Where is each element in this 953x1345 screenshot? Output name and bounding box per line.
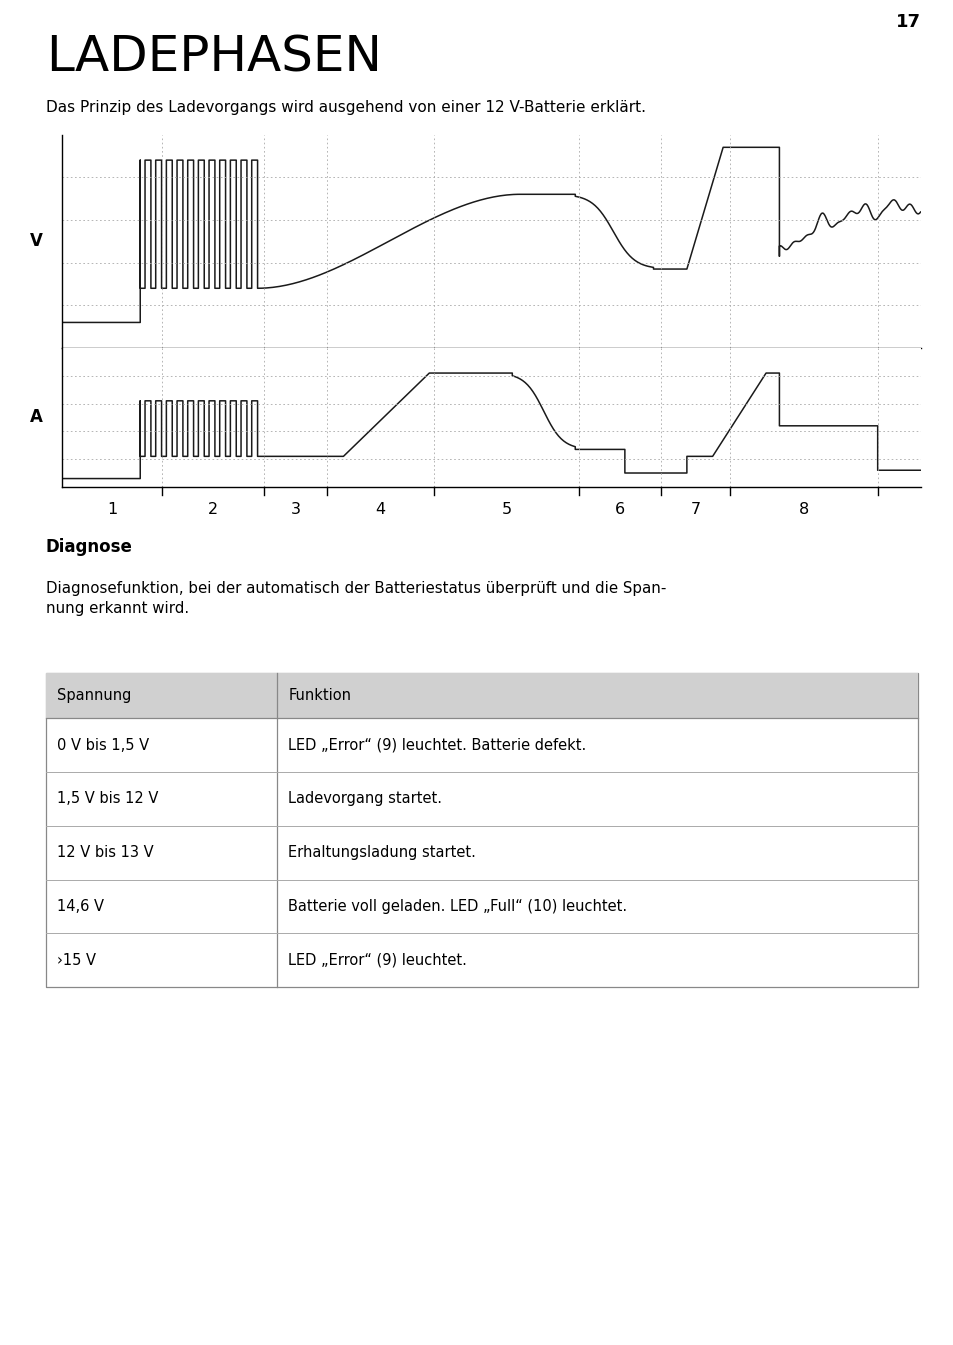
Text: ›15 V: ›15 V xyxy=(57,952,96,968)
Text: Das Prinzip des Ladevorgangs wird ausgehend von einer 12 V-Batterie erklärt.: Das Prinzip des Ladevorgangs wird ausgeh… xyxy=(46,100,645,116)
Text: 6: 6 xyxy=(615,503,624,518)
Text: Batterie voll geladen. LED „Full“ (10) leuchtet.: Batterie voll geladen. LED „Full“ (10) l… xyxy=(288,898,627,915)
Text: LED „Error“ (9) leuchtet.: LED „Error“ (9) leuchtet. xyxy=(288,952,467,968)
Text: 12 V bis 13 V: 12 V bis 13 V xyxy=(57,845,153,861)
Text: Diagnosefunktion, bei der automatisch der Batteriestatus überprüft und die Span-: Diagnosefunktion, bei der automatisch de… xyxy=(46,581,665,616)
Text: 1: 1 xyxy=(107,503,117,518)
Text: 0 V bis 1,5 V: 0 V bis 1,5 V xyxy=(57,737,150,753)
Text: 5: 5 xyxy=(501,503,511,518)
Text: Funktion: Funktion xyxy=(288,687,351,703)
Text: 4: 4 xyxy=(375,503,385,518)
Text: 14,6 V: 14,6 V xyxy=(57,898,104,915)
Text: 2: 2 xyxy=(208,503,218,518)
Text: Diagnose: Diagnose xyxy=(46,538,132,555)
Text: 17: 17 xyxy=(895,12,920,31)
Text: Ladevorgang startet.: Ladevorgang startet. xyxy=(288,791,442,807)
Text: 1,5 V bis 12 V: 1,5 V bis 12 V xyxy=(57,791,158,807)
Text: LED „Error“ (9) leuchtet. Batterie defekt.: LED „Error“ (9) leuchtet. Batterie defek… xyxy=(288,737,586,753)
Text: 8: 8 xyxy=(798,503,808,518)
Text: 3: 3 xyxy=(291,503,300,518)
Text: Spannung: Spannung xyxy=(57,687,132,703)
Text: Erhaltungsladung startet.: Erhaltungsladung startet. xyxy=(288,845,476,861)
Text: A: A xyxy=(30,409,43,426)
Text: LADEPHASEN: LADEPHASEN xyxy=(46,34,381,82)
Text: V: V xyxy=(30,233,43,250)
Text: DE: DE xyxy=(837,15,858,28)
Text: 7: 7 xyxy=(690,503,700,518)
